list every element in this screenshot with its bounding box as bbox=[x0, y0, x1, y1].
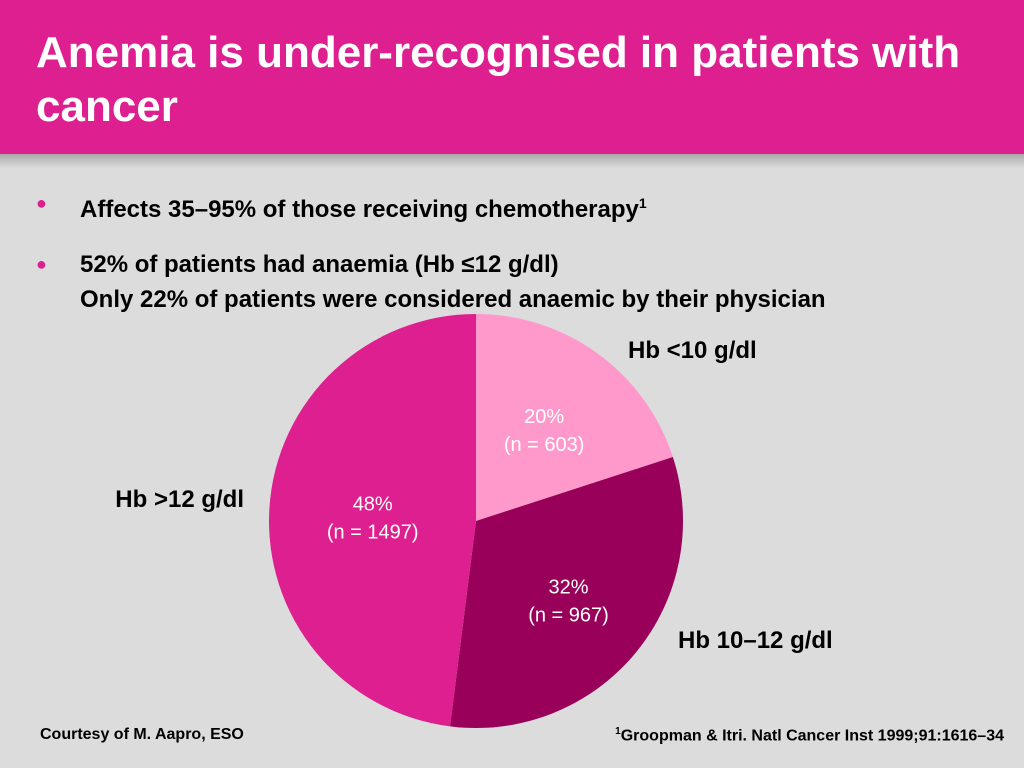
bullet-list: ● Affects 35–95% of those receiving chem… bbox=[36, 186, 826, 337]
bullet-item-incidence: ● Affects 35–95% of those receiving chem… bbox=[36, 186, 826, 227]
slide-title: Anemia is under-recognised in patients w… bbox=[36, 28, 961, 131]
category-label: Hb >12 g/dl bbox=[115, 486, 244, 513]
footnote-marker: 1 bbox=[638, 195, 647, 211]
slice-percent-label: 20% bbox=[524, 406, 564, 428]
slice-value-label: 48% (n = 1497) bbox=[327, 494, 419, 544]
pie-slice-2 bbox=[450, 457, 684, 728]
slice-value-label: 20% (n = 603) bbox=[504, 406, 585, 456]
reference-marker: 1 bbox=[615, 726, 621, 737]
bullet-line-2: Only 22% of patients were considered ana… bbox=[80, 286, 826, 313]
bullet-dot-icon: ● bbox=[36, 193, 47, 213]
category-label: Hb <10 g/dl bbox=[628, 337, 757, 364]
reference-text: Groopman & Itri. Natl Cancer Inst 1999;9… bbox=[620, 727, 1004, 745]
slice-value-label: 32% (n = 967) bbox=[528, 577, 609, 627]
courtesy-note: Courtesy of M. Aapro, ESO bbox=[40, 726, 244, 743]
slice-count-label: (n = 1497) bbox=[327, 522, 419, 544]
reference-citation: 1Groopman & Itri. Natl Cancer Inst 1999;… bbox=[615, 726, 1004, 745]
slice-percent-label: 32% bbox=[548, 577, 588, 599]
bullet-dot-icon: ● bbox=[36, 254, 47, 274]
title-banner-shadow bbox=[0, 154, 1024, 168]
category-label: Hb 10–12 g/dl bbox=[678, 627, 833, 654]
bullet-text: Affects 35–95% of those receiving chemot… bbox=[80, 195, 647, 223]
slice-count-label: (n = 967) bbox=[528, 605, 609, 627]
pie-slice-3 bbox=[268, 314, 476, 727]
slice-count-label: (n = 603) bbox=[504, 434, 585, 456]
title-banner bbox=[0, 0, 1024, 154]
bullet-item-prevalence: ● 52% of patients had anaemia (Hb ≤12 g/… bbox=[36, 247, 826, 317]
slice-percent-label: 48% bbox=[353, 494, 393, 516]
pie-slice-1 bbox=[476, 314, 673, 521]
bullet-line-1: 52% of patients had anaemia (Hb ≤12 g/dl… bbox=[80, 251, 559, 278]
